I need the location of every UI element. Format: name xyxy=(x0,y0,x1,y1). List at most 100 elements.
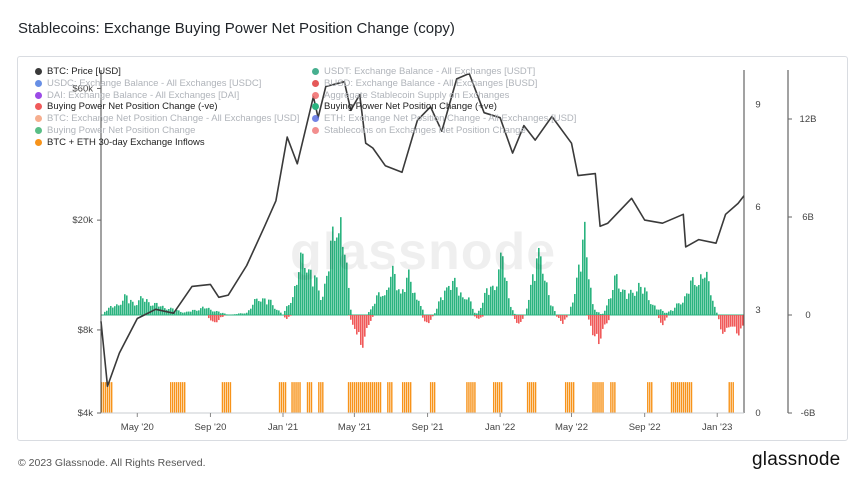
positive-bar xyxy=(438,301,440,315)
inflow-bar xyxy=(373,382,376,413)
positive-bar xyxy=(530,284,532,315)
positive-bar xyxy=(106,310,108,315)
positive-bar xyxy=(114,306,116,315)
positive-bar xyxy=(342,246,344,315)
legend-item[interactable]: Buying Power Net Position Change (+ve) xyxy=(312,101,576,112)
chart-panel xyxy=(17,56,848,441)
inflow-bar xyxy=(472,382,474,413)
positive-bar xyxy=(578,264,580,315)
positive-bar xyxy=(574,294,576,315)
positive-bar xyxy=(480,307,482,315)
y-right-tick-label: -6B xyxy=(801,408,816,419)
positive-bar xyxy=(686,293,688,315)
positive-bar xyxy=(654,305,656,315)
y-left-tick-label: $8k xyxy=(78,325,94,336)
legend-dot-icon xyxy=(35,91,42,99)
inflow-bar xyxy=(494,382,497,413)
positive-bar xyxy=(462,297,464,315)
positive-bar xyxy=(540,256,542,315)
positive-bar xyxy=(640,286,642,315)
legend-item[interactable]: Aggregate Stablecoin Supply on Exchanges xyxy=(312,90,576,101)
positive-bar xyxy=(188,311,190,315)
negative-bar xyxy=(742,315,744,326)
negative-bar xyxy=(512,315,514,316)
positive-bar xyxy=(422,309,424,315)
positive-bar xyxy=(602,313,604,315)
y-left-tick-label: $60k xyxy=(72,83,93,94)
inflow-bar xyxy=(651,382,653,413)
legend-right[interactable]: USDT: Exchange Balance - All Exchanges [… xyxy=(312,66,576,137)
legend-dot-icon xyxy=(312,126,319,134)
inflow-bar xyxy=(357,382,360,413)
positive-bar xyxy=(474,312,476,315)
positive-bar xyxy=(136,305,138,315)
inflow-bar xyxy=(387,382,389,413)
negative-bar xyxy=(734,315,736,327)
positive-bar xyxy=(656,309,658,315)
watermark: glassnode xyxy=(290,223,557,281)
negative-bar xyxy=(736,315,738,334)
legend-item[interactable]: BUSD: Exchange Balance - All Exchanges [… xyxy=(312,78,576,89)
legend-label: Buying Power Net Position Change (+ve) xyxy=(324,101,497,113)
legend-item[interactable]: BTC: Exchange Net Position Change - All … xyxy=(35,113,299,124)
inflow-bar xyxy=(181,382,184,413)
inflow-bar xyxy=(375,382,378,413)
inflow-bar xyxy=(409,382,412,413)
positive-bar xyxy=(238,313,240,315)
positive-bar xyxy=(248,310,250,315)
positive-bar xyxy=(544,280,546,315)
legend-left[interactable]: BTC: Price [USD] USDC: Exchange Balance -… xyxy=(35,66,299,149)
positive-bar xyxy=(648,300,650,315)
inflow-bar xyxy=(284,382,287,413)
legend-dot-icon xyxy=(35,79,42,87)
positive-bar xyxy=(576,277,578,315)
positive-bar xyxy=(130,299,132,315)
inflow-bar xyxy=(570,382,573,413)
positive-bar xyxy=(118,305,120,315)
negative-bar xyxy=(596,315,598,334)
chart-svg[interactable]: May '20 Sep '20 Jan '21 May '21 Sep '21 Jan '… xyxy=(17,56,846,439)
series-negative-bars xyxy=(208,315,744,348)
negative-bar xyxy=(480,315,482,318)
legend-item[interactable]: DAI: Exchange Balance - All Exchanges [D… xyxy=(35,90,299,101)
legend-item[interactable]: ETH: Exchange Net Position Change - All … xyxy=(312,113,576,124)
negative-bar xyxy=(522,315,524,319)
positive-bar xyxy=(502,256,504,315)
positive-bar xyxy=(246,312,248,315)
positive-bar xyxy=(586,257,588,315)
inflow-bar xyxy=(169,382,172,413)
legend-item[interactable]: BTC: Price [USD] xyxy=(35,66,299,77)
positive-bar xyxy=(628,293,630,315)
legend-item[interactable]: USDC: Exchange Balance - All Exchanges [… xyxy=(35,78,299,89)
negative-bar xyxy=(370,315,372,321)
positive-bar xyxy=(122,300,124,315)
legend-item[interactable]: Buying Power Net Position Change (-ve) xyxy=(35,101,299,112)
positive-bar xyxy=(440,297,442,315)
negative-bar xyxy=(210,315,212,321)
legend-item[interactable]: USDT: Exchange Balance - All Exchanges [… xyxy=(312,66,576,77)
positive-bar xyxy=(256,298,258,315)
positive-bar xyxy=(116,304,118,315)
positive-bar xyxy=(302,253,304,315)
positive-bar xyxy=(698,284,700,315)
negative-bar xyxy=(216,315,218,323)
positive-bar xyxy=(390,276,392,315)
negative-bar xyxy=(286,315,288,319)
legend-item[interactable]: Stablecoins on Exchanges Net Position Ch… xyxy=(312,125,576,136)
positive-bar xyxy=(182,312,184,315)
positive-bar xyxy=(498,269,500,315)
positive-bar xyxy=(596,311,598,315)
positive-bar xyxy=(678,303,680,315)
page-title: Stablecoins: Exchange Buying Power Net P… xyxy=(18,20,455,37)
positive-bar xyxy=(546,282,548,315)
legend-item[interactable]: BTC + ETH 30-day Exchange Inflows xyxy=(35,137,299,148)
inflow-bar xyxy=(171,382,174,413)
legend-dot-icon xyxy=(35,103,42,111)
inflow-bar xyxy=(500,382,503,413)
negative-bar xyxy=(520,315,522,322)
negative-bar xyxy=(358,315,360,333)
positive-bar xyxy=(472,308,474,315)
positive-bar xyxy=(272,305,274,315)
negative-bar xyxy=(348,315,350,316)
legend-item[interactable]: Buying Power Net Position Change xyxy=(35,125,299,136)
